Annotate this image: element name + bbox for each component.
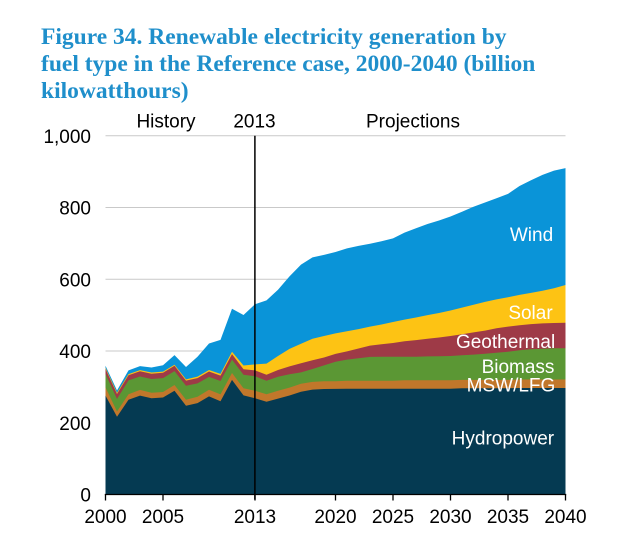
svg-text:1,000: 1,000 [43, 127, 91, 148]
svg-text:2030: 2030 [429, 507, 471, 528]
svg-text:Biomass: Biomass [482, 357, 555, 378]
svg-text:Geothermal: Geothermal [456, 332, 555, 353]
svg-text:600: 600 [59, 270, 91, 291]
svg-text:2020: 2020 [314, 507, 356, 528]
svg-text:2025: 2025 [372, 507, 414, 528]
svg-text:2005: 2005 [142, 507, 184, 528]
svg-text:Projections: Projections [366, 112, 460, 133]
svg-text:800: 800 [59, 199, 91, 220]
svg-text:2000: 2000 [84, 507, 126, 528]
svg-text:Wind: Wind [510, 225, 553, 246]
svg-text:Hydropower: Hydropower [452, 428, 555, 449]
svg-text:History: History [136, 112, 196, 133]
svg-text:Solar: Solar [508, 303, 553, 324]
svg-text:2013: 2013 [233, 112, 275, 133]
svg-text:2035: 2035 [487, 507, 529, 528]
svg-text:200: 200 [59, 414, 91, 435]
svg-text:MSW/LFG: MSW/LFG [467, 375, 556, 396]
svg-text:400: 400 [59, 342, 91, 363]
svg-text:2040: 2040 [544, 507, 586, 528]
svg-text:0: 0 [80, 486, 91, 507]
svg-text:2013: 2013 [234, 507, 276, 528]
